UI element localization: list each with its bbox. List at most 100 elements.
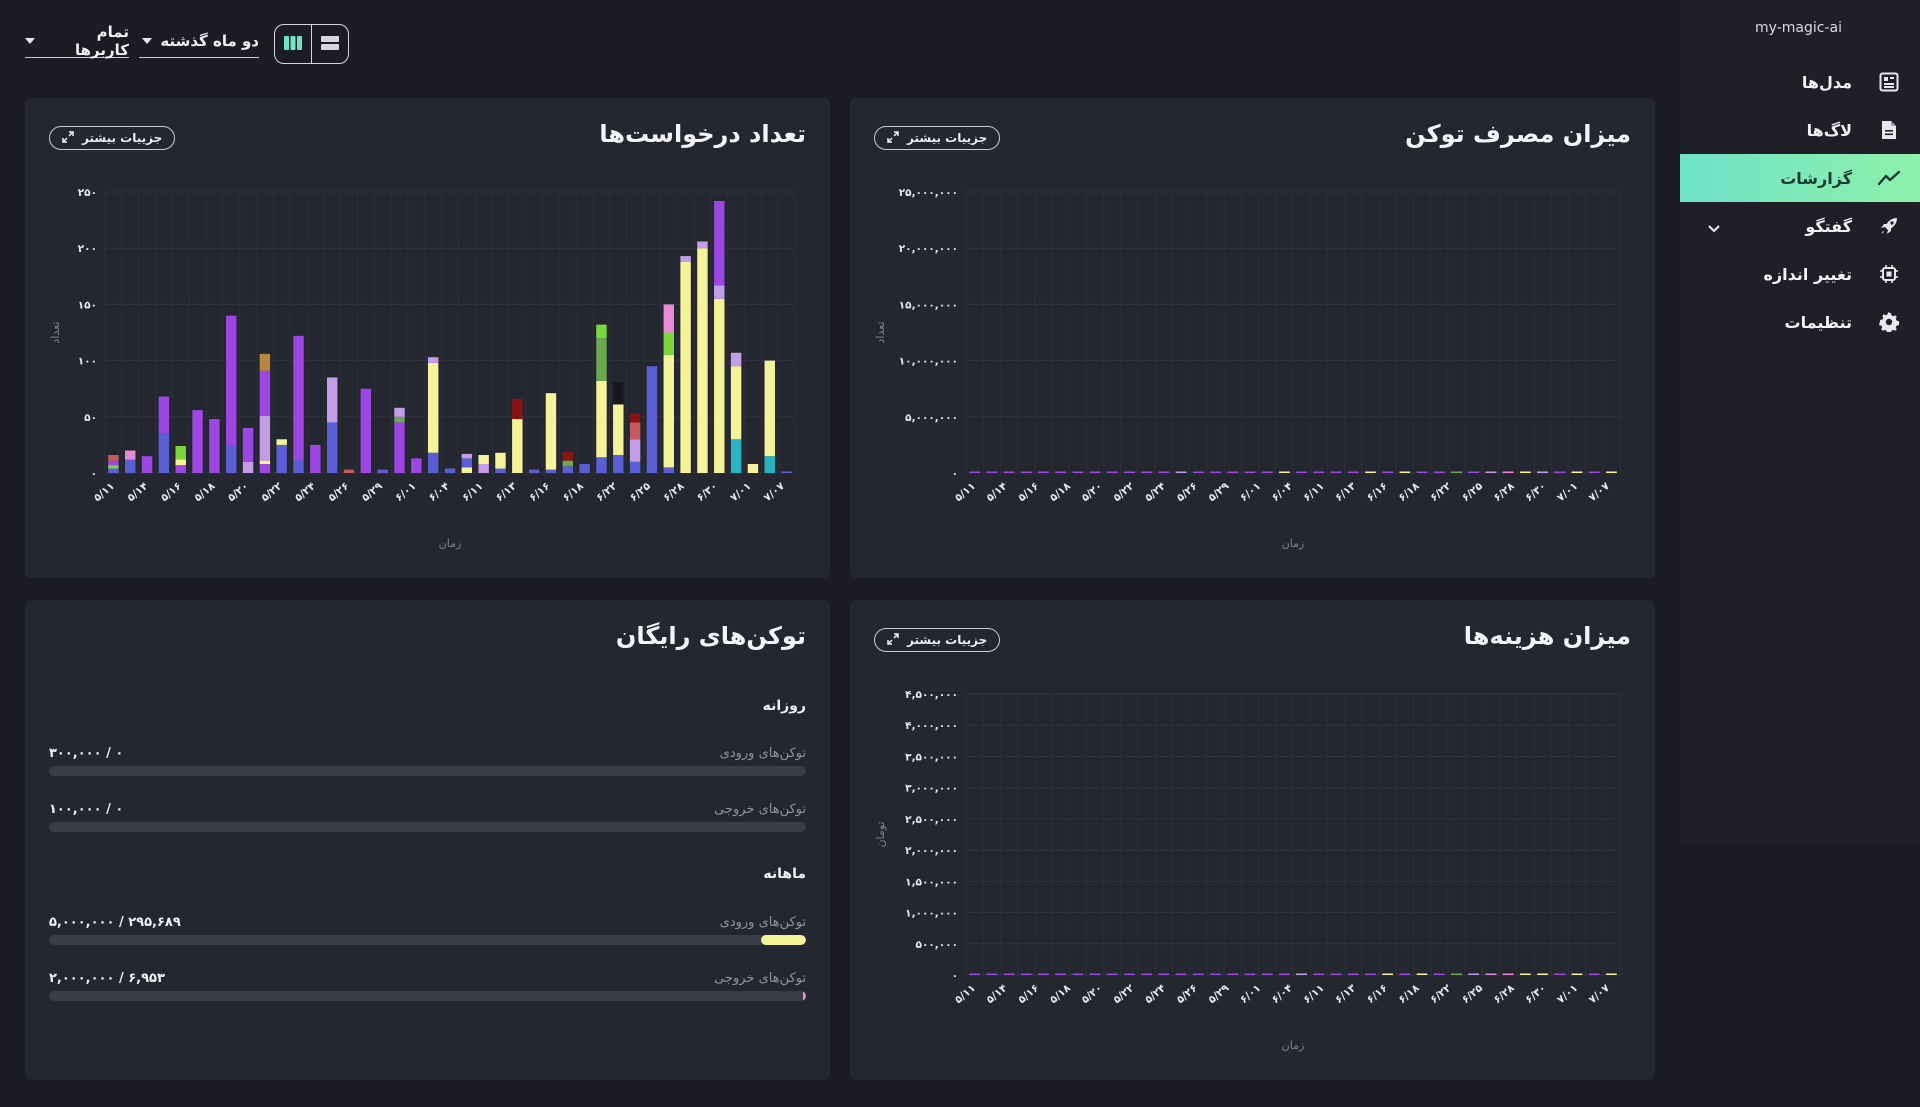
bar-segment	[394, 416, 405, 423]
x-tick-label: ۶/۲۵	[628, 480, 654, 504]
list-view-button[interactable]	[311, 25, 348, 63]
x-tick-label: ۶/۰۴	[1270, 480, 1296, 504]
bar-segment	[326, 377, 338, 423]
bar-segment	[478, 464, 489, 473]
sidebar-item-models[interactable]: مدل‌ها	[1680, 58, 1920, 106]
x-tick-label: ۷/۰۷	[1587, 480, 1613, 504]
x-tick-label: ۵/۱۸	[1048, 480, 1074, 504]
bar-segment	[394, 407, 405, 417]
card-title: میزان مصرف توکن	[1405, 120, 1631, 148]
x-tick-label: ۶/۲۸	[1491, 480, 1517, 504]
details-button[interactable]: جزییات بیشتر	[874, 628, 1001, 652]
details-button[interactable]: جزییات بیشتر	[874, 126, 1001, 150]
bar-segment	[259, 370, 271, 416]
sidebar-item-resize[interactable]: تغییر اندازه	[1680, 250, 1920, 298]
rocket-icon	[1876, 213, 1902, 239]
x-axis-title: زمان	[1282, 1039, 1305, 1052]
x-tick-label: ۵/۱۱	[92, 480, 117, 504]
bar-segment	[1416, 973, 1428, 975]
x-tick-label: ۵/۲۹	[360, 480, 386, 504]
users-select-value: تمام کاربرها	[75, 22, 129, 59]
bar-segment	[1038, 471, 1049, 473]
gear-icon	[1876, 309, 1902, 335]
bar-segment	[1313, 973, 1325, 975]
caret-down-icon	[142, 37, 153, 44]
sidebar-item-label: مدل‌ها	[1801, 72, 1852, 92]
costs-card: میزان هزینه‌ها جزییات بیشتر ۰ ۵۰۰,۰۰۰ ۱,۰۰…	[850, 600, 1655, 1080]
x-tick-label: ۶/۱۶	[527, 480, 552, 504]
bar-segment	[680, 261, 691, 473]
bar-segment	[242, 461, 254, 473]
bar-segment	[1330, 471, 1342, 473]
bar-segment	[1347, 471, 1359, 473]
x-tick-label: ۵/۱۴	[125, 480, 151, 504]
y-axis-title: تعداد	[49, 321, 62, 343]
x-tick-label: ۶/۱۸	[1396, 982, 1422, 1006]
bar-segment	[663, 304, 674, 333]
sidebar-item-logs[interactable]: لاگ‌ها	[1680, 106, 1920, 154]
chevron-down-icon[interactable]	[1708, 218, 1720, 237]
bar-segment	[276, 439, 287, 445]
bar-segment	[730, 366, 742, 440]
bar-segment	[1382, 471, 1393, 473]
bar-segment	[1106, 973, 1118, 975]
bar-segment	[226, 315, 237, 445]
y-tick-label: ۲۵۰	[78, 187, 97, 199]
y-tick-label: ۱۰۰	[78, 356, 97, 368]
bar-segment	[1227, 973, 1239, 975]
x-tick-label: ۶/۲۸	[661, 480, 687, 504]
y-tick-label: ۵۰۰,۰۰۰	[916, 939, 958, 951]
x-tick-label: ۵/۱۸	[192, 480, 218, 504]
bar-segment	[1193, 471, 1204, 473]
bar-segment	[579, 464, 590, 473]
bar-segment	[461, 467, 473, 473]
bar-segment	[1244, 471, 1256, 473]
bar-segment	[1158, 471, 1170, 473]
x-axis-title: زمان	[439, 537, 462, 550]
x-tick-label: ۵/۲۶	[326, 480, 351, 504]
y-axis-title: تومان	[874, 821, 887, 847]
bar-segment	[1554, 973, 1566, 975]
bar-segment	[1227, 471, 1239, 473]
grid-view-button[interactable]	[275, 25, 311, 63]
sidebar-item-settings[interactable]: تنظیمات	[1680, 298, 1920, 346]
period-select[interactable]: دو ماه گذشته	[139, 28, 259, 58]
details-label: جزییات بیشتر	[82, 131, 163, 145]
sidebar-nav: مدل‌ها لاگ‌ها گزارشات گفتگو	[1680, 58, 1920, 346]
details-label: جزییات بیشتر	[907, 131, 988, 145]
x-axis-title: زمان	[1282, 537, 1305, 550]
bar-segment	[1124, 471, 1135, 473]
y-tick-label: ۱۰,۰۰۰,۰۰۰	[899, 356, 958, 368]
bar-segment	[1261, 471, 1273, 473]
bar-segment	[108, 460, 119, 466]
y-tick-label: ۲,۰۰۰,۰۰۰	[905, 845, 958, 857]
users-select[interactable]: تمام کاربرها	[25, 23, 129, 59]
sidebar-item-reports[interactable]: گزارشات	[1680, 154, 1920, 202]
bar-segment	[377, 469, 388, 473]
bar-segment	[1588, 471, 1600, 473]
bar-segment	[1502, 973, 1514, 975]
details-button[interactable]: جزییات بیشتر	[49, 126, 176, 150]
y-tick-label: ۲۰۰	[78, 243, 97, 255]
x-tick-label: ۶/۰۱	[1238, 982, 1263, 1006]
x-tick-label: ۶/۱۶	[1365, 982, 1390, 1006]
bar-segment	[697, 248, 708, 473]
x-tick-label: ۶/۰۴	[427, 480, 453, 504]
bar-segment	[1520, 973, 1531, 975]
expand-icon	[887, 632, 899, 648]
x-tick-label: ۵/۱۶	[1016, 480, 1041, 504]
bar-segment	[192, 410, 203, 473]
bar-segment	[1141, 973, 1153, 975]
progress-fill	[761, 935, 806, 945]
y-tick-label: ۲,۵۰۰,۰۰۰	[905, 814, 958, 826]
sidebar-item-chat[interactable]: گفتگو	[1680, 202, 1920, 250]
monthly-output-row: توکن‌های خروجی ۶,۹۵۳ / ۲,۰۰۰,۰۰۰	[49, 971, 806, 1011]
x-tick-label: ۶/۱۸	[1396, 480, 1422, 504]
x-tick-label: ۵/۱۱	[953, 982, 978, 1006]
card-title: توکن‌های رایگان	[615, 622, 806, 650]
bar-segment	[512, 398, 523, 420]
bar-segment	[781, 471, 792, 473]
x-tick-label: ۷/۰۷	[1587, 982, 1613, 1006]
bar-segment	[141, 456, 153, 473]
bar-segment	[495, 452, 506, 469]
